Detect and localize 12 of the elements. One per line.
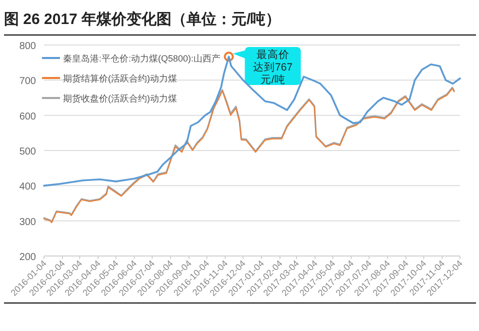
legend-label: 期货结算价(活跃合约)动力煤 [63,74,177,84]
y-tick-label: 700 [19,76,36,88]
y-tick-label: 300 [19,216,36,228]
y-tick-label: 800 [19,41,36,52]
legend-label: 期货收盘价(活跃合约)动力煤 [63,94,177,104]
y-tick-label: 500 [19,146,36,158]
legend-label: 秦皇岛港:平仓价:动力煤(Q5800):山西产 [63,54,221,64]
chart-title: 图 26 2017 年煤价变化图（单位：元/吨） [4,10,281,28]
annotation: 最高价达到767元/吨 [253,48,293,86]
y-tick-label: 600 [19,111,36,122]
y-tick-label: 200 [19,252,36,263]
y-tick-label: 400 [19,182,36,193]
